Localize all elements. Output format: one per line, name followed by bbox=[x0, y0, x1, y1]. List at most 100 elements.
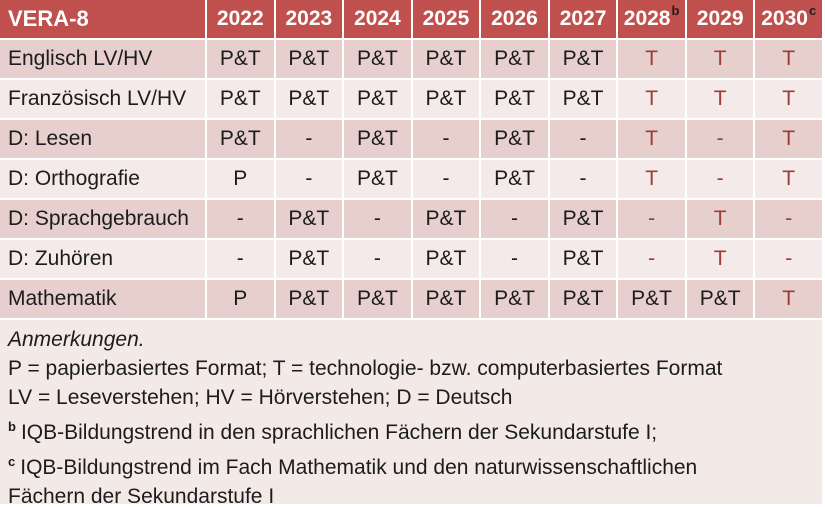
cell-2027: P&T bbox=[549, 200, 617, 238]
cell-2022: - bbox=[207, 240, 274, 278]
cell-2029: P&T bbox=[686, 280, 754, 318]
cell-2025: P&T bbox=[412, 280, 480, 318]
cell-2028: - bbox=[618, 200, 685, 238]
cell-2025: P&T bbox=[412, 200, 480, 238]
cell-2023: P&T bbox=[275, 240, 343, 278]
cell-2026: - bbox=[481, 240, 548, 278]
column-header-2029: 2029 bbox=[686, 0, 754, 38]
year-label: 2025 bbox=[422, 7, 470, 30]
cell-2024: P&T bbox=[344, 80, 411, 118]
column-header-2023: 2023 bbox=[275, 0, 343, 38]
note-text: P = papierbasiertes Format; T = technolo… bbox=[8, 357, 723, 380]
cell-2025: - bbox=[412, 160, 480, 198]
year-label: 2028 bbox=[623, 7, 671, 30]
column-header-2030: 2030 c bbox=[755, 0, 822, 38]
row-label: D: Zuhören bbox=[0, 240, 205, 278]
cell-2024: - bbox=[344, 200, 411, 238]
year-label: 2027 bbox=[559, 7, 607, 30]
cell-2022: - bbox=[207, 200, 274, 238]
cell-2023: P&T bbox=[275, 200, 343, 238]
row-label: Französisch LV/HV bbox=[0, 80, 205, 118]
cell-2026: P&T bbox=[481, 160, 548, 198]
cell-2027: P&T bbox=[549, 280, 617, 318]
cell-2024: P&T bbox=[344, 160, 411, 198]
cell-2024: P&T bbox=[344, 120, 411, 158]
cell-2024: P&T bbox=[344, 280, 411, 318]
cell-2029: T bbox=[686, 80, 754, 118]
notes-heading: Anmerkungen. bbox=[8, 328, 145, 351]
cell-2028: T bbox=[618, 40, 685, 78]
cell-2030: T bbox=[755, 120, 822, 158]
cell-2029: T bbox=[686, 200, 754, 238]
cell-2022: P bbox=[207, 280, 274, 318]
cell-2024: P&T bbox=[344, 40, 411, 78]
footnote-marker-c: c bbox=[8, 454, 16, 469]
column-header-2026: 2026 bbox=[481, 0, 548, 38]
cell-2030: T bbox=[755, 280, 822, 318]
row-label: Englisch LV/HV bbox=[0, 40, 205, 78]
cell-2026: P&T bbox=[481, 40, 548, 78]
cell-2030: T bbox=[755, 160, 822, 198]
cell-2023: P&T bbox=[275, 80, 343, 118]
cell-2026: P&T bbox=[481, 280, 548, 318]
cell-2025: P&T bbox=[412, 80, 480, 118]
table-title: VERA-8 bbox=[0, 0, 205, 38]
cell-2026: P&T bbox=[481, 120, 548, 158]
cell-2025: - bbox=[412, 120, 480, 158]
column-header-2024: 2024 bbox=[344, 0, 411, 38]
cell-2025: P&T bbox=[412, 240, 480, 278]
footnote-marker-c: c bbox=[808, 3, 817, 18]
cell-2029: T bbox=[686, 240, 754, 278]
cell-2022: P&T bbox=[207, 120, 274, 158]
cell-2023: - bbox=[275, 160, 343, 198]
year-label: 2030 bbox=[761, 7, 808, 30]
row-label: D: Lesen bbox=[0, 120, 205, 158]
row-label: D: Orthografie bbox=[0, 160, 205, 198]
cell-2028: - bbox=[618, 240, 685, 278]
note-legend-format: P = papierbasiertes Format; T = technolo… bbox=[8, 354, 822, 383]
note-text: IQB-Bildungstrend im Fach Mathematik und… bbox=[8, 456, 698, 507]
cell-2027: - bbox=[549, 120, 617, 158]
cell-2030: - bbox=[755, 240, 822, 278]
cell-2030: - bbox=[755, 200, 822, 238]
cell-2029: - bbox=[686, 160, 754, 198]
cell-2027: P&T bbox=[549, 40, 617, 78]
year-label: 2024 bbox=[354, 7, 401, 30]
cell-2028: T bbox=[618, 120, 685, 158]
cell-2023: P&T bbox=[275, 40, 343, 78]
note-text: IQB-Bildungstrend in den sprachlichen Fä… bbox=[20, 421, 658, 444]
notes-section: Anmerkungen. P = papierbasiertes Format;… bbox=[0, 320, 822, 507]
cell-2025: P&T bbox=[412, 40, 480, 78]
cell-2024: - bbox=[344, 240, 411, 278]
column-header-2022: 2022 bbox=[207, 0, 274, 38]
cell-2030: T bbox=[755, 40, 822, 78]
cell-2022: P&T bbox=[207, 40, 274, 78]
note-footnote-c: c IQB-Bildungstrend im Fach Mathematik un… bbox=[8, 447, 753, 507]
row-label: D: Sprachgebrauch bbox=[0, 200, 205, 238]
footnote-marker-b: b bbox=[671, 3, 680, 18]
cell-2026: - bbox=[481, 200, 548, 238]
column-header-2027: 2027 bbox=[549, 0, 617, 38]
year-label: 2023 bbox=[285, 7, 333, 30]
year-label: 2026 bbox=[491, 7, 538, 30]
cell-2028: T bbox=[618, 80, 685, 118]
cell-2029: T bbox=[686, 40, 754, 78]
note-footnote-b: b IQB-Bildungstrend in den sprachlichen F… bbox=[8, 412, 822, 447]
year-label: 2022 bbox=[216, 7, 264, 30]
cell-2027: P&T bbox=[549, 240, 617, 278]
cell-2027: - bbox=[549, 160, 617, 198]
cell-2028: P&T bbox=[618, 280, 685, 318]
cell-2023: - bbox=[275, 120, 343, 158]
vera8-table: VERA-8 2022 2023 2024 2025 2026 2027 2028 b 2029… bbox=[0, 0, 822, 318]
cell-2029: - bbox=[686, 120, 754, 158]
row-label: Mathematik bbox=[0, 280, 205, 318]
column-header-2028: 2028 b bbox=[618, 0, 685, 38]
cell-2027: P&T bbox=[549, 80, 617, 118]
year-label: 2029 bbox=[696, 7, 744, 30]
note-legend-abbrev: LV = Leseverstehen; HV = Hörverstehen; D… bbox=[8, 383, 822, 412]
cell-2023: P&T bbox=[275, 280, 343, 318]
footnote-marker-b: b bbox=[8, 419, 16, 434]
cell-2022: P bbox=[207, 160, 274, 198]
cell-2026: P&T bbox=[481, 80, 548, 118]
